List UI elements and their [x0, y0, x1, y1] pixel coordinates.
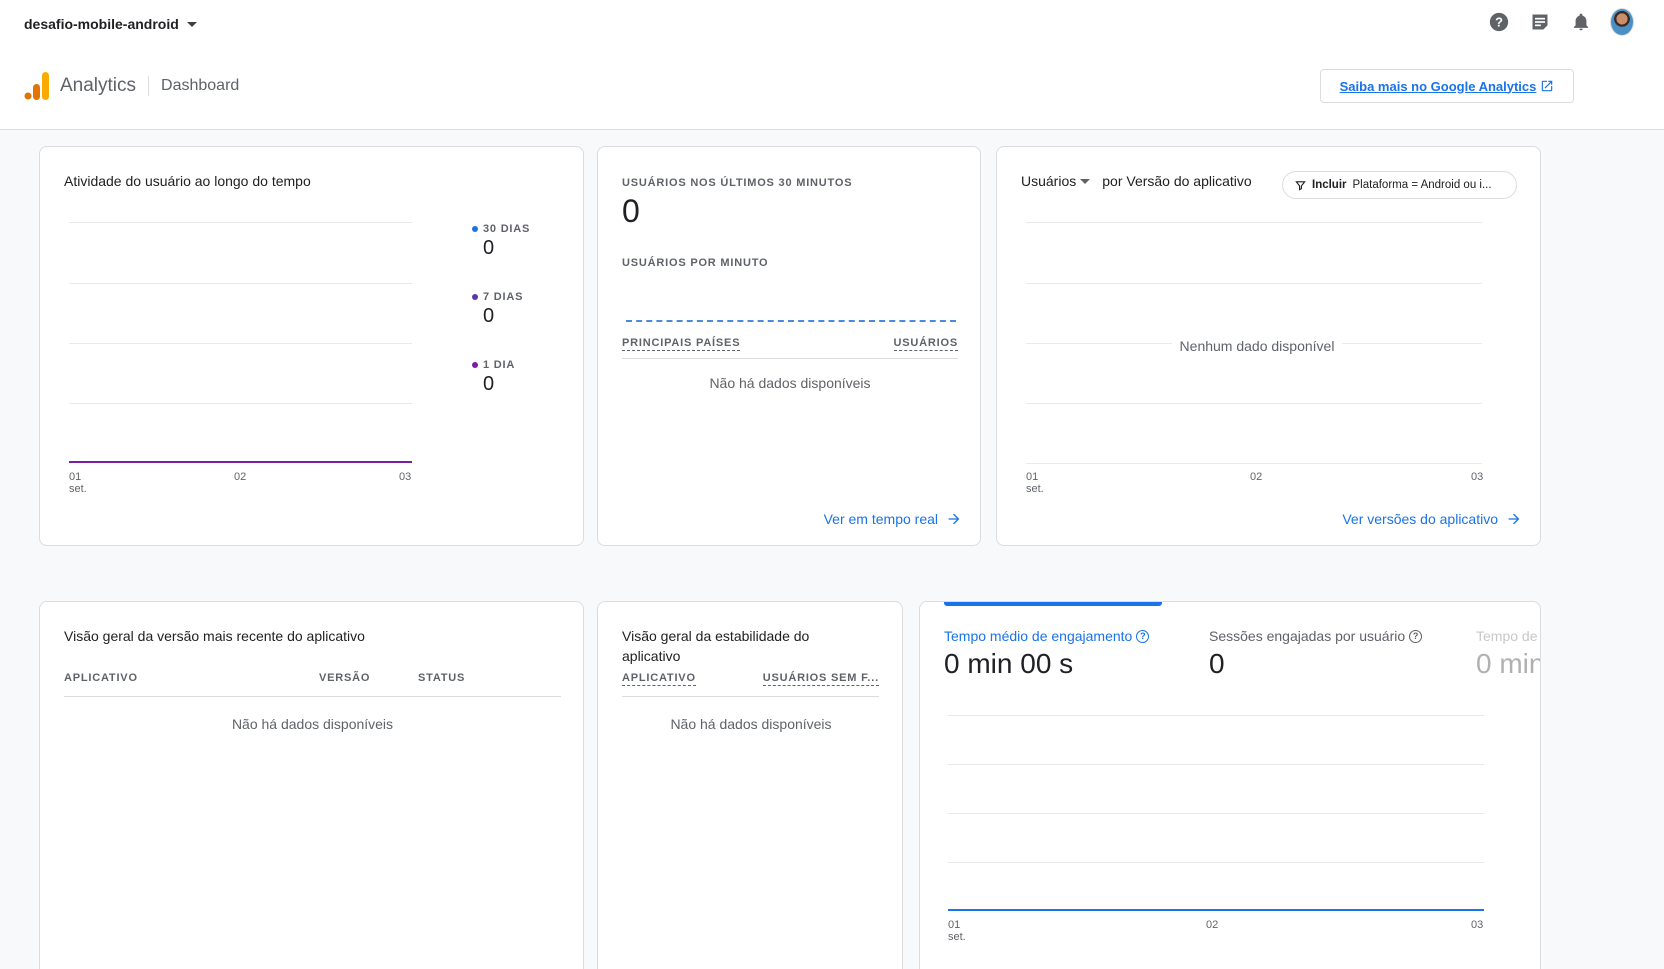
- avatar[interactable]: [1610, 8, 1634, 36]
- activity-chart: [69, 461, 412, 463]
- user-activity-card: Atividade do usuário ao longo do tempo 0…: [39, 146, 584, 546]
- gridline: [69, 222, 412, 223]
- project-name: desafio-mobile-android: [24, 16, 179, 32]
- gridline: [948, 764, 1484, 765]
- learn-more-label: Saiba mais no Google Analytics: [1339, 78, 1537, 94]
- stability-table-header: APLICATIVO USUÁRIOS SEM F...: [622, 672, 879, 697]
- learn-more-button[interactable]: Saiba mais no Google Analytics: [1320, 69, 1574, 103]
- col-users-without-crash[interactable]: USUÁRIOS SEM F...: [762, 672, 879, 686]
- per-minute-bars: [626, 320, 956, 322]
- filter-icon: [1295, 180, 1306, 191]
- no-data-text: Não há dados disponíveis: [231, 716, 394, 732]
- latest-version-table-header: APLICATIVO VERSÃO STATUS: [64, 672, 561, 697]
- gridline: [1026, 283, 1482, 284]
- notifications-icon[interactable]: [1569, 10, 1593, 34]
- legend-7-days: 7 DIAS 0: [472, 291, 523, 328]
- metric-value: 0 min: [1476, 648, 1541, 679]
- gridline: [69, 343, 412, 344]
- gridline: [1026, 463, 1482, 464]
- gridline: [948, 715, 1484, 716]
- no-data-text: Não há dados disponíveis: [670, 716, 832, 732]
- x-tick: 03: [399, 471, 412, 483]
- col-app[interactable]: APLICATIVO: [622, 672, 696, 686]
- engagement-chart: [948, 909, 1484, 911]
- no-data-text: Nenhum dado disponível: [1172, 338, 1342, 354]
- analytics-logo-icon: [24, 72, 50, 100]
- users-30min-value: 0: [622, 193, 640, 229]
- view-versions-link[interactable]: Ver versões do aplicativo: [1342, 511, 1522, 527]
- tab-avg-engagement-time[interactable]: Tempo médio de engajamento? 0 min 00 s: [944, 628, 1150, 680]
- help-icon[interactable]: ?: [1487, 10, 1511, 34]
- metric-value: 0 min 00 s: [944, 648, 1074, 679]
- chevron-down-icon: [1080, 178, 1091, 184]
- project-selector[interactable]: desafio-mobile-android: [24, 14, 197, 34]
- legend-value: 0: [483, 305, 495, 327]
- legend-30-days: 30 DIAS 0: [472, 223, 530, 260]
- latest-version-card: Visão geral da versão mais recente do ap…: [39, 601, 584, 969]
- view-realtime-link[interactable]: Ver em tempo real: [824, 511, 962, 527]
- stability-card: Visão geral da estabilidade do aplicativ…: [597, 601, 903, 969]
- brand: Analytics Dashboard: [24, 70, 239, 102]
- chevron-down-icon: [186, 21, 197, 27]
- card-title: Visão geral da estabilidade do aplicativ…: [622, 628, 810, 664]
- card-title: Usuários por Versão do aplicativo: [1021, 171, 1252, 191]
- realtime-card: USUÁRIOS NOS ÚLTIMOS 30 MINUTOS 0 USUÁRI…: [597, 146, 981, 546]
- tab-engaged-sessions-per-user[interactable]: Sessões engajadas por usuário? 0: [1209, 628, 1423, 680]
- users-30min-label: USUÁRIOS NOS ÚLTIMOS 30 MINUTOS: [622, 177, 853, 189]
- col-status: STATUS: [418, 672, 466, 684]
- x-tick: 01 set.: [1026, 471, 1044, 495]
- gridline: [948, 862, 1484, 863]
- x-tick: 02: [234, 471, 247, 483]
- arrow-forward-icon: [1508, 513, 1520, 525]
- open-in-new-icon: [1542, 80, 1553, 92]
- col-countries[interactable]: PRINCIPAIS PAÍSES: [622, 337, 741, 351]
- gridline: [948, 813, 1484, 814]
- active-tab-indicator: [944, 602, 1162, 606]
- tab-third-metric[interactable]: Tempo de 0 min: [1476, 628, 1541, 679]
- col-version: VERSÃO: [319, 672, 371, 684]
- gridline: [69, 403, 412, 404]
- versions-card: Usuários por Versão do aplicativo Inclui…: [996, 146, 1541, 546]
- header: desafio-mobile-android ? Analytics Dashb…: [0, 0, 1664, 130]
- x-tick: 02: [1250, 471, 1263, 483]
- arrow-forward-icon: [948, 513, 960, 525]
- card-title: Visão geral da versão mais recente do ap…: [64, 628, 365, 644]
- x-tick: 03: [1471, 919, 1484, 931]
- per-minute-label: USUÁRIOS POR MINUTO: [622, 257, 769, 269]
- no-data-text: Não há dados disponíveis: [709, 375, 871, 391]
- gridline: [1026, 222, 1482, 223]
- filter-chip[interactable]: Incluir Plataforma = Android ou i...: [1282, 171, 1517, 199]
- help-icon[interactable]: ?: [1136, 629, 1150, 643]
- svg-text:?: ?: [1495, 15, 1503, 30]
- page-title: Dashboard: [161, 77, 240, 94]
- brand-name: Analytics: [60, 75, 137, 96]
- link-label: Ver versões do aplicativo: [1342, 511, 1498, 527]
- engagement-card: Tempo médio de engajamento? 0 min 00 s S…: [919, 601, 1541, 969]
- gridline: [1026, 403, 1482, 404]
- legend-value: 0: [483, 237, 495, 259]
- help-icon[interactable]: ?: [1409, 629, 1423, 643]
- x-tick: 02: [1206, 919, 1219, 931]
- metric-selector[interactable]: Usuários: [1021, 171, 1091, 191]
- x-tick: 01 set.: [948, 919, 966, 943]
- x-tick: 03: [1471, 471, 1484, 483]
- metric-value: 0: [1209, 648, 1225, 679]
- card-title: Atividade do usuário ao longo do tempo: [64, 173, 311, 189]
- col-users[interactable]: USUÁRIOS: [893, 337, 958, 351]
- legend-1-day: 1 DIA 0: [472, 359, 515, 396]
- brand-divider: [148, 76, 150, 96]
- top-toolbar: ?: [1487, 8, 1634, 36]
- x-tick: 01 set.: [69, 471, 87, 495]
- col-app: APLICATIVO: [64, 672, 138, 684]
- link-label: Ver em tempo real: [823, 511, 938, 527]
- legend-value: 0: [483, 373, 495, 395]
- gridline: [69, 283, 412, 284]
- countries-table-header: PRINCIPAIS PAÍSES USUÁRIOS: [622, 337, 958, 359]
- feedback-icon[interactable]: [1528, 10, 1552, 34]
